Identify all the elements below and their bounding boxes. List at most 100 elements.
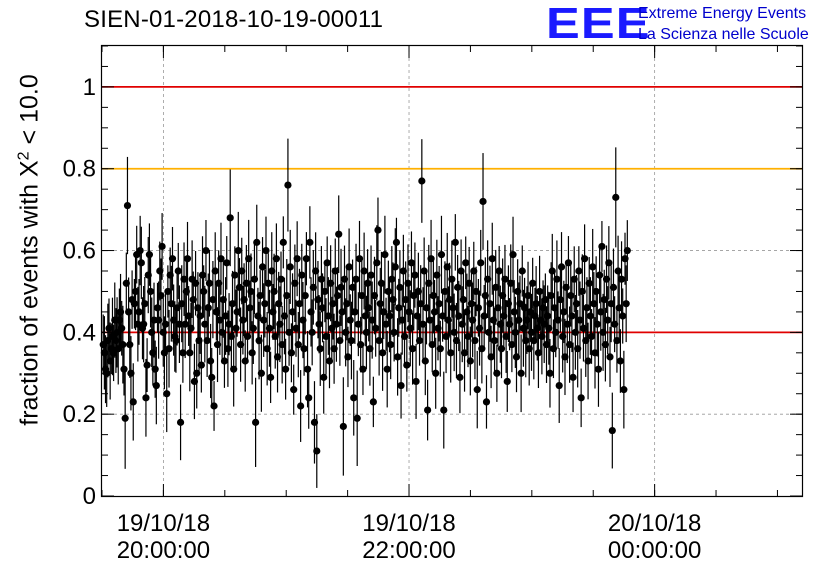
data-point: [300, 345, 308, 353]
data-point: [293, 255, 301, 263]
data-point: [404, 279, 412, 287]
data-point: [435, 300, 443, 308]
data-point: [136, 246, 144, 255]
data-point: [272, 255, 280, 263]
data-point: [440, 406, 448, 414]
data-point: [264, 279, 272, 287]
data-point: [172, 336, 180, 345]
x-tick-date-label: 20/10/18: [608, 510, 701, 537]
data-point: [220, 357, 229, 365]
data-point: [522, 336, 530, 345]
data-point: [320, 373, 328, 381]
y-axis-label-suffix: < 10.0: [15, 74, 44, 152]
data-point: [315, 320, 323, 328]
data-point: [183, 255, 192, 263]
data-point: [279, 238, 287, 246]
data-point: [532, 300, 540, 308]
data-point: [217, 255, 225, 263]
data-point: [553, 275, 561, 283]
data-point: [120, 365, 128, 373]
data-point: [432, 369, 440, 377]
data-point: [604, 316, 612, 324]
data-point: [612, 193, 620, 201]
data-point: [321, 287, 329, 296]
data-point: [287, 349, 295, 357]
data-point: [415, 336, 424, 345]
data-point: [584, 357, 592, 365]
data-point: [444, 316, 452, 324]
data-point: [589, 263, 597, 271]
data-point: [572, 300, 581, 308]
data-point: [158, 242, 166, 251]
data-point: [196, 312, 204, 320]
data-point: [568, 312, 576, 320]
data-point: [176, 418, 185, 426]
data-point: [459, 296, 467, 304]
data-point: [617, 275, 626, 283]
data-point: [526, 308, 534, 316]
data-point: [267, 373, 275, 381]
x-tick-time-label: 00:00:00: [608, 537, 701, 564]
data-point: [297, 402, 305, 410]
data-point: [619, 312, 627, 320]
data-point: [232, 324, 240, 332]
data-point: [606, 353, 614, 361]
data-point: [153, 304, 162, 312]
data-point: [383, 365, 391, 373]
data-point: [359, 365, 367, 373]
data-point: [145, 251, 154, 259]
data-point: [198, 271, 207, 279]
data-point: [351, 308, 359, 316]
data-point: [265, 324, 274, 332]
data-point: [448, 275, 456, 283]
data-point: [456, 373, 464, 381]
data-point: [119, 341, 127, 349]
logo-mark: EEE: [546, 0, 651, 48]
data-point: [390, 328, 398, 336]
data-point: [323, 259, 331, 267]
data-point: [451, 238, 459, 246]
data-point: [418, 177, 426, 185]
data-point: [517, 369, 525, 377]
data-point: [480, 312, 488, 320]
data-point: [511, 328, 519, 336]
data-point: [567, 291, 575, 300]
data-point: [290, 386, 298, 394]
y-tick-label: 0: [83, 483, 96, 510]
data-point: [535, 287, 544, 296]
data-point: [474, 304, 483, 312]
data-point: [419, 320, 427, 328]
data-point: [305, 394, 313, 402]
data-point: [376, 300, 384, 308]
data-point: [616, 357, 624, 365]
data-point: [487, 353, 495, 361]
data-point: [339, 422, 347, 431]
data-series: [99, 138, 631, 488]
data-point: [544, 312, 552, 320]
data-point: [598, 242, 606, 251]
axes: 00.20.40.60.8119/10/1820:00:0019/10/1822…: [63, 45, 802, 564]
data-point: [335, 230, 343, 238]
data-point: [165, 345, 173, 353]
data-point: [403, 361, 411, 369]
data-point: [143, 361, 151, 369]
data-point: [337, 283, 345, 291]
data-point: [262, 246, 270, 255]
data-point: [125, 308, 133, 316]
data-point: [333, 291, 342, 300]
data-point: [302, 255, 310, 263]
data-point: [412, 377, 420, 386]
data-point: [248, 349, 256, 357]
data-point: [253, 238, 261, 246]
data-point: [623, 246, 631, 255]
data-point: [186, 349, 194, 357]
data-point: [202, 246, 210, 255]
data-point: [622, 300, 630, 308]
data-point: [344, 353, 352, 361]
data-point: [277, 275, 285, 283]
data-point: [546, 369, 554, 377]
data-point: [301, 291, 309, 300]
data-point: [286, 263, 294, 271]
logo-line-1: Extreme Energy Events: [638, 5, 807, 22]
data-point: [393, 353, 402, 361]
